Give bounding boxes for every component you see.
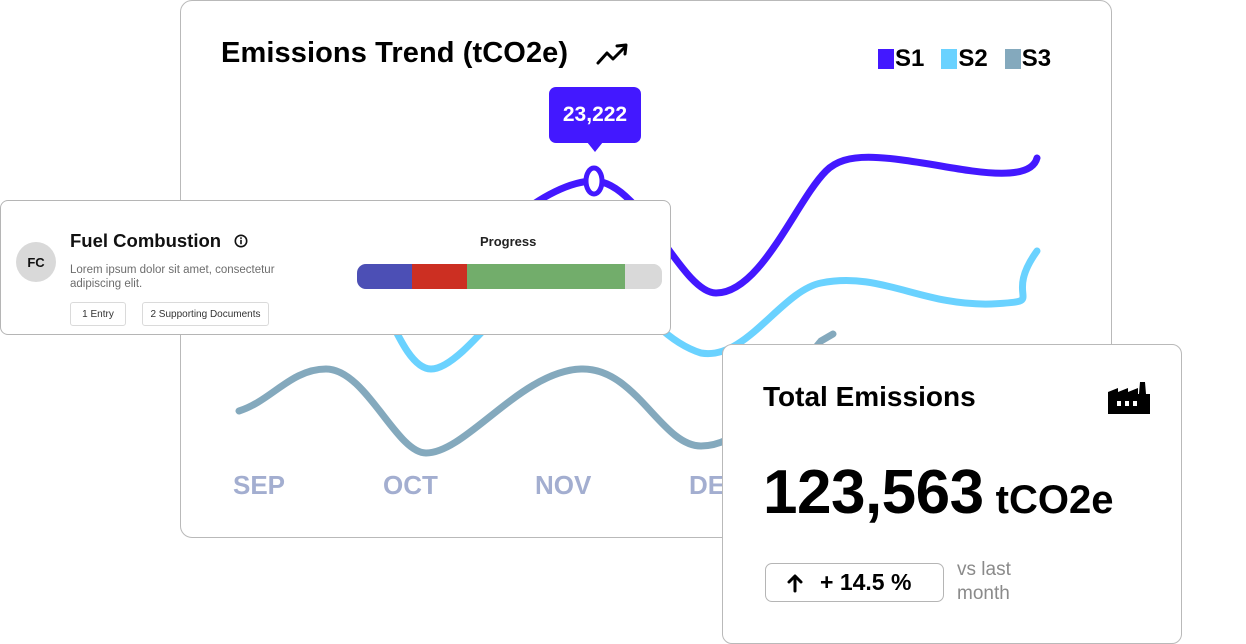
fuel-combustion-card[interactable]: FC Fuel Combustion Lorem ipsum dolor sit… [0,200,671,335]
change-value: + 14.5 % [820,569,912,595]
legend-item-s3[interactable]: S3 [1004,45,1052,73]
legend-label-s1: S1 [895,45,925,72]
arrow-up-icon [787,574,803,592]
progress-bar [357,264,662,289]
legend-swatch-s2 [941,49,958,69]
x-axis-label-nov: NOV [535,470,592,500]
factory-icon [1108,382,1150,414]
legend-label-s2: S2 [958,45,988,72]
legend-item-s1[interactable]: S1 [878,45,924,73]
total-emissions-card: Total Emissions 123,563 tCO2e + 14.5 % vs… [722,344,1182,644]
supporting-documents-chip[interactable]: 2 Supporting Documents [142,302,269,326]
progress-label: Progress [480,234,537,249]
total-emissions-unit: tCO2e [995,478,1114,522]
change-badge: + 14.5 % [765,563,944,602]
progress-segment-2 [411,264,467,289]
highlighted-point[interactable] [583,165,605,197]
series-line-s2 [377,242,1041,373]
legend-label-s3: S3 [1021,45,1052,72]
legend-swatch-s1 [878,49,894,69]
legend-swatch-s3 [1004,49,1021,69]
trending-up-icon [596,43,628,65]
fuel-card-title: Fuel Combustion [70,230,222,251]
total-emissions-number: 123,563 [763,458,984,527]
avatar: FC [16,242,56,282]
x-axis-label-oct: OCT [383,470,438,500]
fuel-card-description: Lorem ipsum dolor sit amet, consectetur … [70,264,275,290]
comparison-label: vs last month [957,559,1011,604]
info-icon[interactable] [234,234,248,248]
total-emissions-title: Total Emissions [763,381,976,412]
total-emissions-value: 123,563 tCO2e [763,457,1113,528]
progress-segment-1 [357,264,412,289]
chart-legend: S1 S2 S3 [878,45,1051,73]
chart-tooltip: 23,222 [549,87,641,152]
trend-title: Emissions Trend (tCO2e) [221,37,569,69]
entry-chip[interactable]: 1 Entry [70,302,126,326]
x-axis-label-dec: DE [689,470,726,500]
progress-segment-3 [466,264,626,289]
x-axis-label-sep: SEP [233,470,286,500]
legend-item-s2[interactable]: S2 [941,45,988,73]
progress-segment-remaining [625,264,662,289]
